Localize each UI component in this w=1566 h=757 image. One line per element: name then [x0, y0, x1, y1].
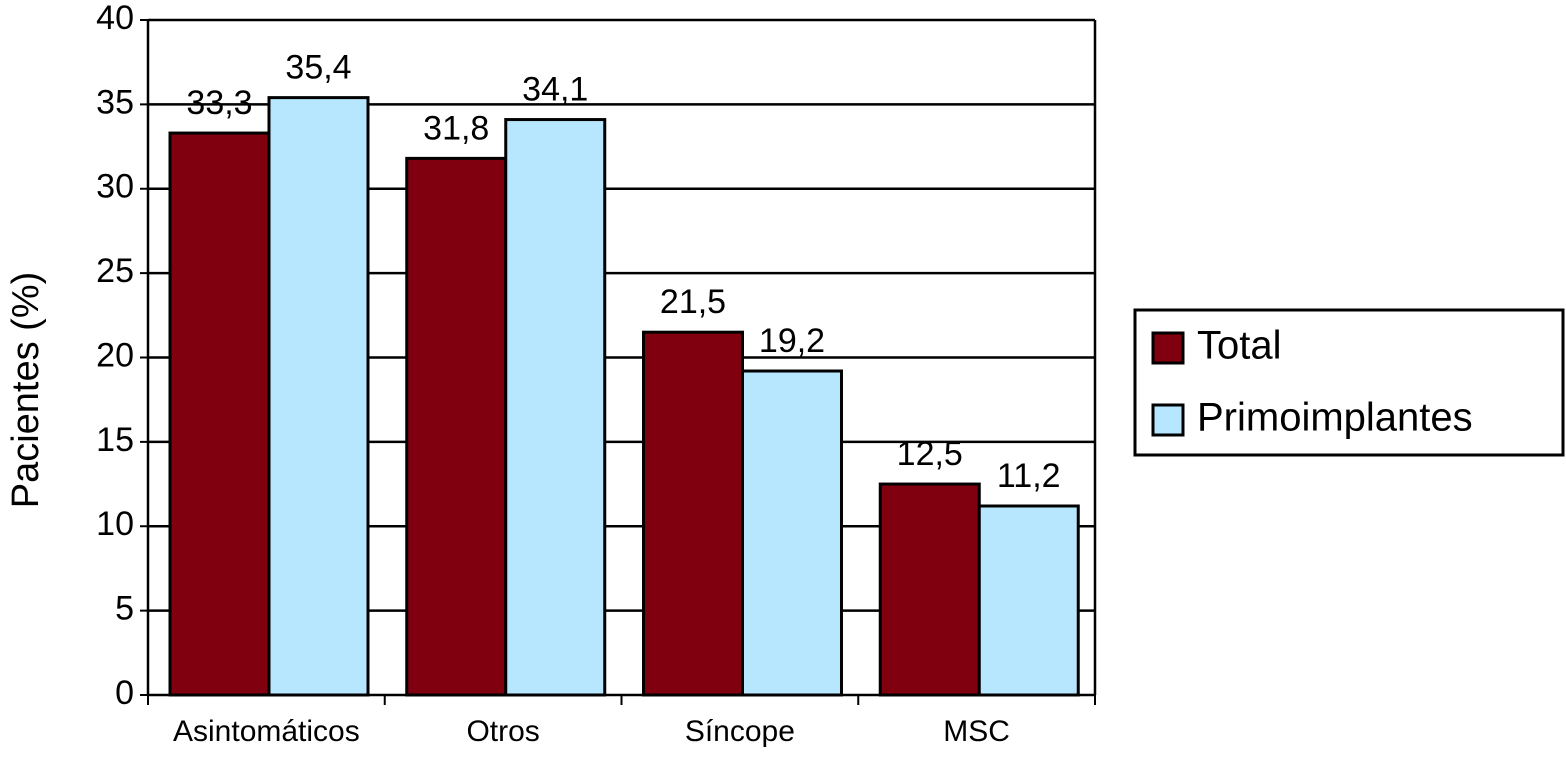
bar — [642, 330, 744, 697]
x-tick-label: MSC — [943, 715, 1010, 748]
value-label: 35,4 — [285, 49, 351, 87]
legend-swatch — [1151, 403, 1185, 437]
bar — [168, 131, 271, 697]
bar — [977, 504, 1080, 697]
y-tick-label: 25 — [96, 252, 134, 290]
legend-label: Total — [1197, 324, 1282, 368]
bar — [405, 156, 508, 697]
legend-label: Primoimplantes — [1197, 396, 1473, 440]
y-tick-label: 0 — [115, 674, 134, 712]
value-label: 12,5 — [897, 435, 963, 473]
y-tick-label: 5 — [115, 590, 134, 628]
y-tick-label: 10 — [96, 505, 134, 543]
y-axis-label: Pacientes (%) — [5, 272, 47, 509]
bar — [267, 96, 370, 697]
x-tick-label: Asintomáticos — [173, 715, 360, 748]
x-tick-label: Síncope — [685, 715, 795, 748]
value-label: 21,5 — [660, 283, 726, 321]
value-label: 11,2 — [997, 457, 1061, 495]
y-tick-label: 20 — [96, 336, 134, 374]
value-label: 34,1 — [522, 71, 588, 109]
value-label: 19,2 — [759, 322, 825, 360]
legend-box — [1133, 308, 1565, 457]
y-tick-label: 40 — [96, 0, 134, 37]
value-label: 31,8 — [423, 109, 489, 147]
bar — [741, 369, 843, 697]
x-tick-label: Otros — [466, 715, 539, 748]
value-label: 33,3 — [186, 84, 252, 122]
bar — [878, 482, 981, 697]
legend-swatch — [1151, 331, 1185, 365]
bar — [504, 118, 607, 697]
y-tick-label: 35 — [96, 83, 134, 121]
y-tick-label: 15 — [96, 421, 134, 459]
y-tick-label: 30 — [96, 168, 134, 206]
